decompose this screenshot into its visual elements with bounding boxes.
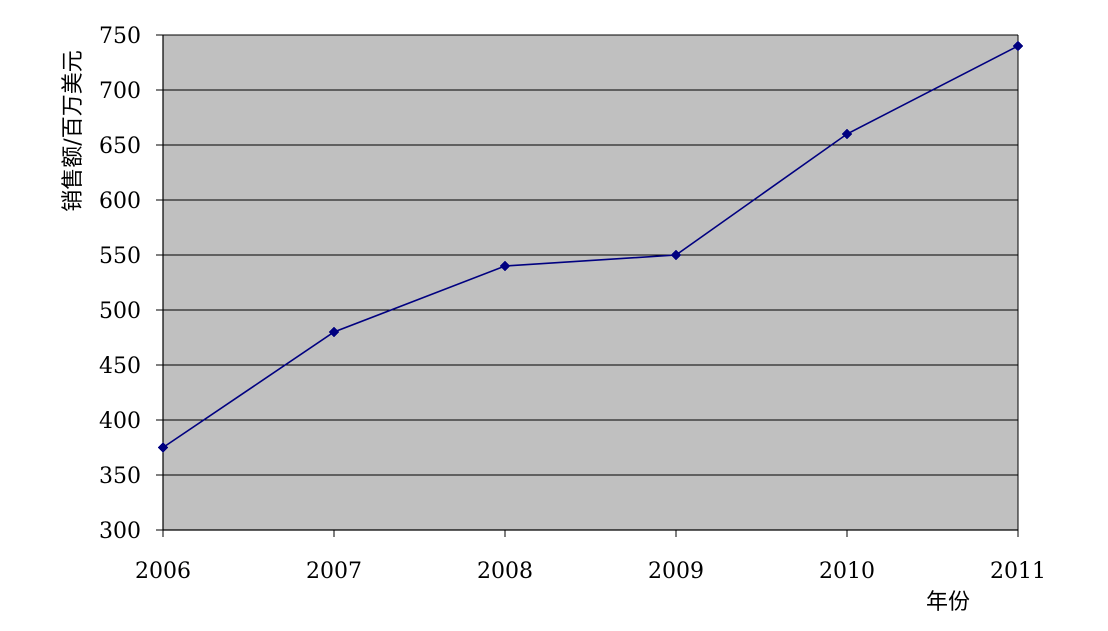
y-tick-label-350: 350 [99, 464, 141, 489]
x-tick-label-2010: 2010 [819, 559, 875, 584]
y-tick-label-450: 450 [99, 354, 141, 379]
data-point-2008 [499, 260, 511, 272]
data-point-2010 [841, 128, 853, 140]
y-tick-label-550: 550 [99, 244, 141, 269]
tick-labels: 300 350 400 450 500 550 600 650 700 750 2006 2007 20… [99, 24, 1046, 584]
series-group [157, 40, 1024, 453]
x-tick-label-2008: 2008 [477, 559, 533, 584]
x-tick-label-2006: 2006 [135, 559, 191, 584]
y-tick-label-650: 650 [99, 134, 141, 159]
y-tick-label-750: 750 [99, 24, 141, 49]
y-tick-label-600: 600 [99, 189, 141, 214]
x-tick-label-2009: 2009 [648, 559, 704, 584]
x-tick-label-2007: 2007 [306, 559, 362, 584]
plot-area [163, 35, 1018, 530]
x-tick-label-2011: 2011 [990, 559, 1046, 584]
y-tick-label-300: 300 [99, 519, 141, 544]
y-tick-label-700: 700 [99, 79, 141, 104]
data-point-2006 [157, 442, 169, 453]
x-axis-title: 年份 [926, 590, 970, 615]
y-tick-label-500: 500 [99, 299, 141, 324]
data-point-2011 [1012, 40, 1024, 52]
y-tick-label-400: 400 [99, 409, 141, 434]
y-axis-title: 销售额/百万美元 [61, 50, 86, 211]
series-line-0 [162, 45, 1019, 449]
data-point-2009 [670, 249, 682, 261]
data-point-2007 [328, 326, 340, 338]
